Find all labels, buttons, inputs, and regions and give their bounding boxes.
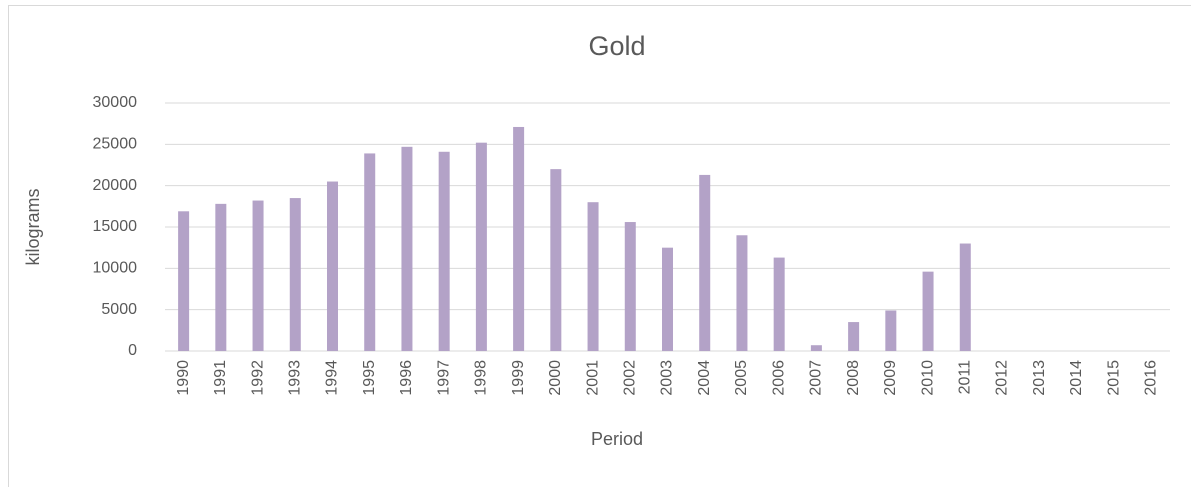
bar xyxy=(364,153,376,351)
x-tick-label: 2015 xyxy=(1105,360,1122,396)
bar xyxy=(624,222,636,351)
bar xyxy=(327,181,338,351)
y-tick-label: 30000 xyxy=(93,94,138,111)
y-tick-label: 20000 xyxy=(93,177,138,194)
x-tick-label: 1997 xyxy=(435,360,452,396)
x-tick-label: 2012 xyxy=(994,360,1011,396)
y-tick-label: 5000 xyxy=(101,301,137,318)
x-tick-label: 1998 xyxy=(473,360,490,396)
y-tick-label: 15000 xyxy=(93,218,138,235)
x-tick-label: 1990 xyxy=(175,360,192,396)
x-tick-label: 1995 xyxy=(361,360,378,396)
bar xyxy=(810,345,822,351)
x-axis-label: Period xyxy=(591,429,643,449)
bar xyxy=(178,211,190,351)
bar xyxy=(215,203,227,351)
x-tick-label: 2001 xyxy=(584,360,601,396)
x-tick-label: 2010 xyxy=(919,360,936,396)
x-tick-label: 2014 xyxy=(1068,360,1085,396)
bar xyxy=(922,271,934,351)
x-tick-label: 2004 xyxy=(696,360,713,396)
x-tick-label: 1994 xyxy=(324,360,341,396)
bar xyxy=(587,202,599,351)
bar xyxy=(959,243,971,351)
bar xyxy=(848,322,860,351)
y-tick-label: 10000 xyxy=(93,260,138,277)
x-tick-label: 2008 xyxy=(845,360,862,396)
chart-title: Gold xyxy=(588,31,645,61)
x-tick-label: 2011 xyxy=(956,360,973,395)
x-tick-label: 1991 xyxy=(212,360,229,396)
x-tick-label: 1999 xyxy=(510,360,527,396)
x-tick-label: 2009 xyxy=(882,360,899,396)
bar xyxy=(252,200,264,351)
x-tick-label: 2000 xyxy=(547,360,564,396)
bar xyxy=(885,310,897,351)
bar xyxy=(773,257,785,351)
bar xyxy=(401,146,413,351)
bar xyxy=(736,235,748,351)
x-tick-label: 2013 xyxy=(1031,360,1048,396)
x-tick-label: 1993 xyxy=(286,360,303,396)
x-tick-label: 1996 xyxy=(398,360,415,396)
y-tick-label: 0 xyxy=(128,342,137,359)
chart-border xyxy=(8,5,1191,487)
y-tick-label: 25000 xyxy=(93,136,138,153)
x-tick-label: 1992 xyxy=(249,360,266,396)
bar xyxy=(438,151,450,351)
y-axis-label: kilograms xyxy=(23,188,43,265)
x-tick-label: 2002 xyxy=(621,360,638,396)
bar xyxy=(550,169,562,351)
bar xyxy=(699,174,711,351)
bar xyxy=(289,198,301,351)
bar xyxy=(513,126,525,352)
x-tick-label: 2016 xyxy=(1143,360,1160,396)
bar xyxy=(475,142,487,351)
x-tick-label: 2006 xyxy=(770,360,787,396)
x-tick-label: 2003 xyxy=(659,360,676,396)
x-tick-label: 2005 xyxy=(733,360,750,396)
x-tick-label: 2007 xyxy=(808,360,825,396)
bar xyxy=(662,247,673,351)
